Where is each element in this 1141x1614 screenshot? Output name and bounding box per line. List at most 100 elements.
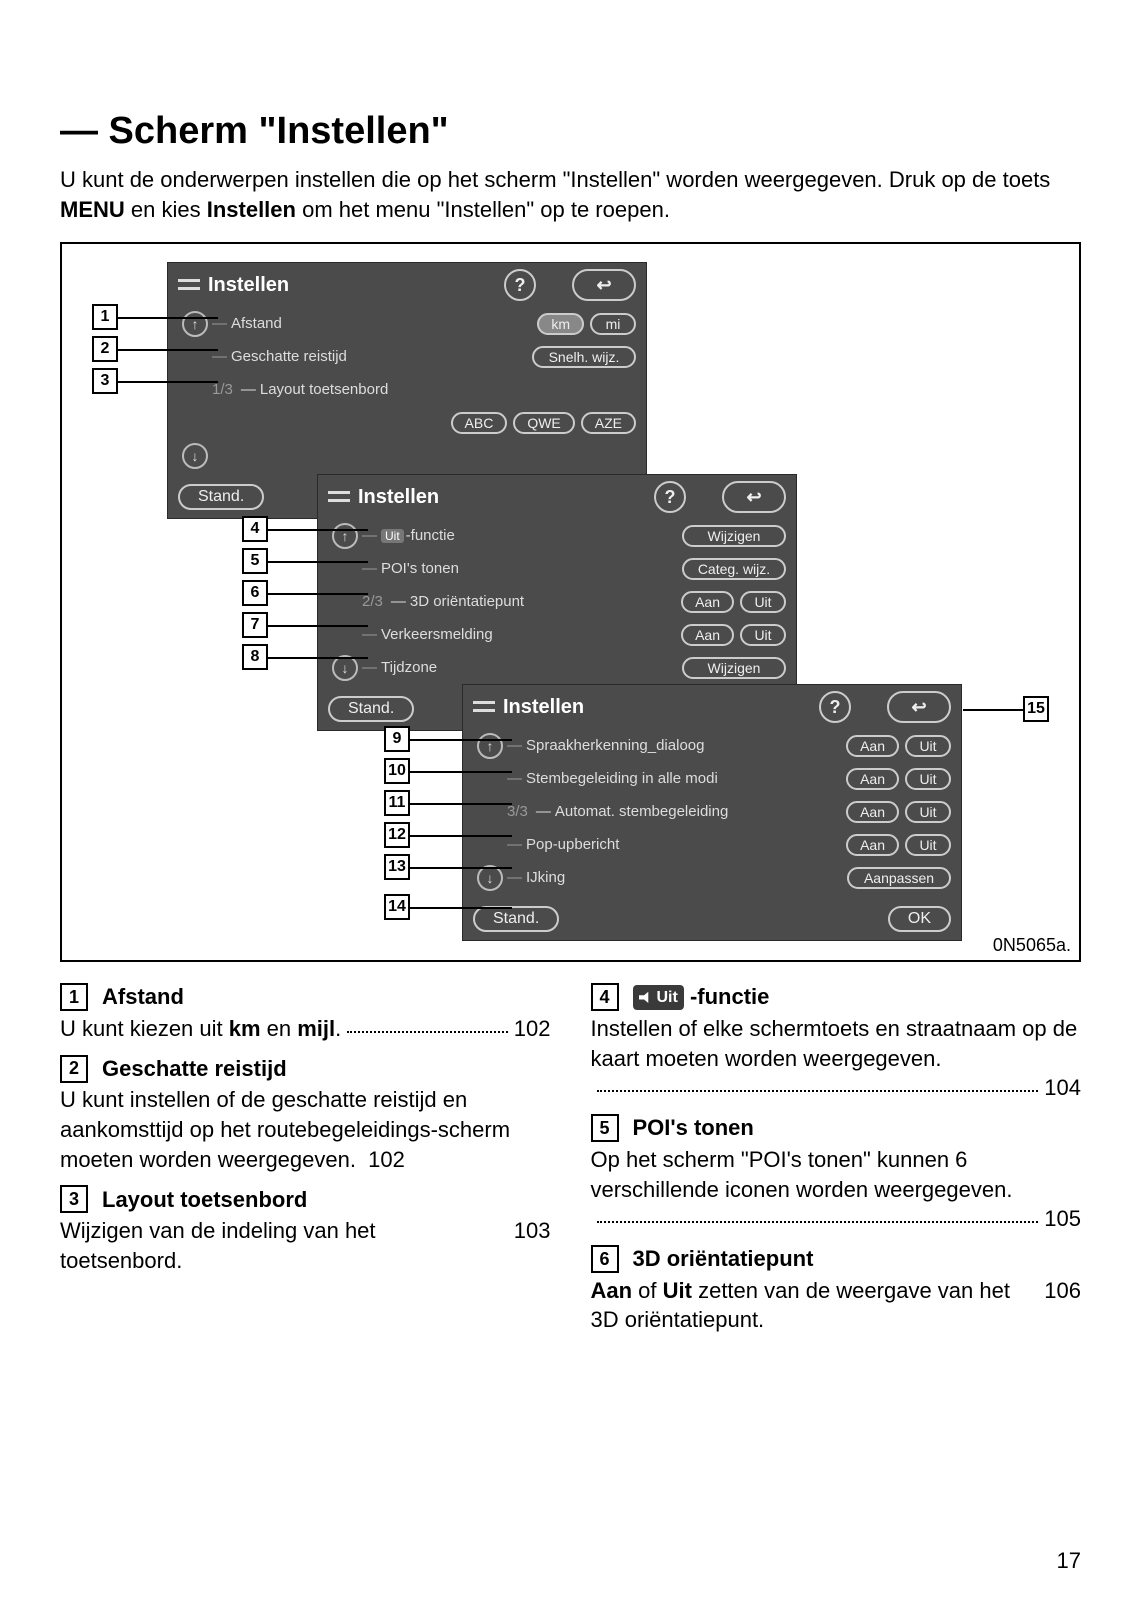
- leader-line: [118, 317, 218, 319]
- back-button[interactable]: ↩: [887, 691, 951, 723]
- page-title: — Scherm "Instellen": [60, 110, 1081, 153]
- page-indicator: 1/3: [212, 381, 237, 398]
- legend-item: 3 Layout toetsenbord Wijzigen van de ind…: [60, 1185, 551, 1276]
- back-button[interactable]: ↩: [572, 269, 636, 301]
- stand-button[interactable]: Stand.: [328, 696, 414, 722]
- legend-num: 3: [60, 1185, 88, 1213]
- qwe-button[interactable]: QWE: [513, 412, 574, 434]
- ok-button[interactable]: OK: [888, 906, 951, 932]
- leader-line: [410, 835, 512, 837]
- legend-title: 3D oriëntatiepunt: [633, 1244, 814, 1274]
- row-label: POI's tonen: [381, 560, 682, 577]
- uit-badge-icon: Uit: [381, 529, 404, 543]
- leader-line: [268, 625, 368, 627]
- help-button[interactable]: ?: [654, 481, 686, 513]
- uit-button[interactable]: Uit: [905, 801, 951, 823]
- snelh-wijz-button[interactable]: Snelh. wijz.: [532, 346, 636, 368]
- legend-num: 4: [591, 983, 619, 1011]
- callout-1: 1: [92, 304, 118, 330]
- page-indicator: 3/3: [507, 803, 532, 820]
- abc-button[interactable]: ABC: [451, 412, 508, 434]
- list-icon: [178, 277, 200, 293]
- leader-line: [268, 593, 368, 595]
- page-ref: 105: [1044, 1204, 1081, 1234]
- uit-button[interactable]: Uit: [740, 591, 786, 613]
- callout-3: 3: [92, 368, 118, 394]
- wijzigen-button[interactable]: Wijzigen: [682, 525, 786, 547]
- scroll-down-icon[interactable]: ↓: [182, 443, 208, 469]
- row-autostem: 3/3 — Automat. stembegeleiding Aan Uit: [473, 795, 951, 828]
- row-stembeg: — Stembegeleiding in alle modi Aan Uit: [473, 762, 951, 795]
- legend-item: 4 Uit -functie Instellen of elke schermt…: [591, 982, 1082, 1103]
- row-layout: 1/3 — Layout toetsenbord: [178, 373, 636, 406]
- row-label: Automat. stembegeleiding: [555, 803, 846, 820]
- legend-col-right: 4 Uit -functie Instellen of elke schermt…: [591, 982, 1082, 1345]
- callout-8: 8: [242, 644, 268, 670]
- callout-7: 7: [242, 612, 268, 638]
- callout-12: 12: [384, 822, 410, 848]
- scroll-up-icon[interactable]: ↑: [477, 733, 503, 759]
- row-label: Spraakherkenning_dialoog: [526, 737, 846, 754]
- scroll-up-icon[interactable]: ↑: [182, 311, 208, 337]
- aan-button[interactable]: Aan: [681, 624, 734, 646]
- row-label: IJking: [526, 869, 847, 886]
- legend-item: 2 Geschatte reistijd U kunt instellen of…: [60, 1054, 551, 1175]
- legend-item: 5 POI's tonen Op het scherm "POI's tonen…: [591, 1113, 1082, 1234]
- aan-button[interactable]: Aan: [846, 801, 899, 823]
- leader-line: [268, 529, 368, 531]
- aze-button[interactable]: AZE: [581, 412, 636, 434]
- legend-item: 1 Afstand U kunt kiezen uit km en mijl. …: [60, 982, 551, 1043]
- figure-id: 0N5065a.: [993, 935, 1071, 956]
- categ-wijz-button[interactable]: Categ. wijz.: [682, 558, 786, 580]
- row-poi: — POI's tonen Categ. wijz.: [328, 552, 786, 585]
- panel-title: Instellen: [358, 486, 646, 509]
- row-spraak: ↑ — Spraakherkenning_dialoog Aan Uit: [473, 729, 951, 762]
- figure-frame: Instellen ? ↩ ↑ — Afstand km mi — Gescha…: [60, 242, 1081, 962]
- callout-2: 2: [92, 336, 118, 362]
- page-ref: 106: [1044, 1276, 1081, 1335]
- legend-title: -functie: [690, 984, 769, 1009]
- panel-title: Instellen: [503, 696, 811, 719]
- uit-button[interactable]: Uit: [905, 768, 951, 790]
- stand-button[interactable]: Stand.: [178, 484, 264, 510]
- row-functie: ↑ — Uit -functie Wijzigen: [328, 519, 786, 552]
- row-3d: 2/3 — 3D oriëntatiepunt Aan Uit: [328, 585, 786, 618]
- aan-button[interactable]: Aan: [846, 735, 899, 757]
- callout-13: 13: [384, 854, 410, 880]
- aanpassen-button[interactable]: Aanpassen: [847, 867, 951, 889]
- mi-button[interactable]: mi: [590, 313, 636, 335]
- uit-button[interactable]: Uit: [905, 735, 951, 757]
- back-button[interactable]: ↩: [722, 481, 786, 513]
- legend-num: 1: [60, 983, 88, 1011]
- km-button[interactable]: km: [537, 313, 584, 335]
- uit-button[interactable]: Uit: [740, 624, 786, 646]
- legend: 1 Afstand U kunt kiezen uit km en mijl. …: [60, 982, 1081, 1345]
- callout-11: 11: [384, 790, 410, 816]
- aan-button[interactable]: Aan: [681, 591, 734, 613]
- stand-button[interactable]: Stand.: [473, 906, 559, 932]
- legend-item: 6 3D oriëntatiepunt Aan of Uit zetten va…: [591, 1244, 1082, 1335]
- list-icon: [328, 489, 350, 505]
- legend-num: 6: [591, 1245, 619, 1273]
- uit-button[interactable]: Uit: [905, 834, 951, 856]
- leader-line: [410, 739, 512, 741]
- row-ijking: ↓ — IJking Aanpassen: [473, 861, 951, 894]
- callout-15: 15: [1023, 696, 1049, 722]
- callout-9: 9: [384, 726, 410, 752]
- aan-button[interactable]: Aan: [846, 834, 899, 856]
- leader-line: [410, 867, 512, 869]
- aan-button[interactable]: Aan: [846, 768, 899, 790]
- leader-line: [963, 709, 1023, 711]
- leader-line: [118, 349, 218, 351]
- help-button[interactable]: ?: [504, 269, 536, 301]
- help-button[interactable]: ?: [819, 691, 851, 723]
- wijzigen-button[interactable]: Wijzigen: [682, 657, 786, 679]
- leader-line: [268, 657, 368, 659]
- legend-num: 2: [60, 1055, 88, 1083]
- leader-line: [410, 803, 512, 805]
- callout-5: 5: [242, 548, 268, 574]
- page-ref: 104: [1044, 1073, 1081, 1103]
- page-ref: 103: [514, 1216, 551, 1275]
- scroll-up-icon[interactable]: ↑: [332, 523, 358, 549]
- row-label: Afstand: [231, 315, 537, 332]
